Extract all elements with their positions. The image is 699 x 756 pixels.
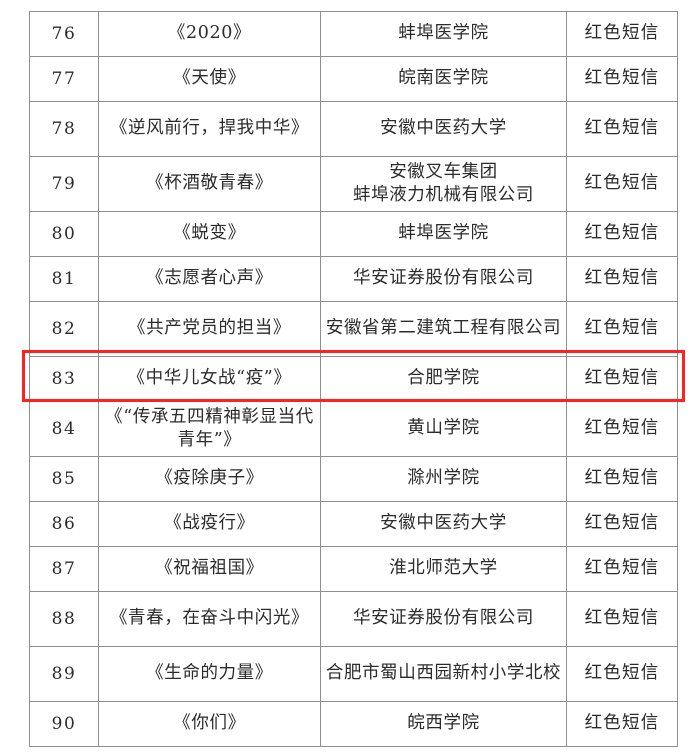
cell-title: 《共产党员的担当》 xyxy=(98,301,321,357)
table-row: 80 《蜕变》 蚌埠医学院 红色短信 xyxy=(29,211,678,257)
cell-title: 《生命的力量》 xyxy=(98,646,321,702)
cell-index: 85 xyxy=(29,456,99,502)
cell-category: 红色短信 xyxy=(566,211,678,257)
cell-category: 红色短信 xyxy=(566,646,678,702)
cell-title: 《青春，在奋斗中闪光》 xyxy=(98,591,321,647)
cell-org: 淮北师范大学 xyxy=(320,546,567,592)
cell-org: 皖西学院 xyxy=(320,701,567,747)
cell-category: 红色短信 xyxy=(566,56,678,102)
cell-title: 《杯酒敬青春》 xyxy=(98,156,321,212)
cell-category: 红色短信 xyxy=(566,11,678,57)
table-row: 78 《逆风前行，捍我中华》 安徽中医药大学 红色短信 xyxy=(29,101,678,157)
cell-title: 《你们》 xyxy=(98,701,321,747)
cell-category: 红色短信 xyxy=(566,301,678,357)
cell-title: 《2020》 xyxy=(98,11,321,57)
table-row: 84 《“传承五四精神彰显当代青年”》 黄山学院 红色短信 xyxy=(29,401,678,457)
cell-title: 《逆风前行，捍我中华》 xyxy=(98,101,321,157)
cell-category: 红色短信 xyxy=(566,501,678,547)
table-row: 76 《2020》 蚌埠医学院 红色短信 xyxy=(29,11,678,57)
cell-category: 红色短信 xyxy=(566,401,678,457)
cell-index: 86 xyxy=(29,501,99,547)
table-row: 81 《志愿者心声》 华安证券股份有限公司 红色短信 xyxy=(29,256,678,302)
cell-index: 78 xyxy=(29,101,99,157)
table-row: 88 《青春，在奋斗中闪光》 华安证券股份有限公司 红色短信 xyxy=(29,591,678,647)
cell-category: 红色短信 xyxy=(566,156,678,212)
cell-title: 《“传承五四精神彰显当代青年”》 xyxy=(98,401,321,457)
cell-category: 红色短信 xyxy=(566,546,678,592)
cell-category: 红色短信 xyxy=(566,456,678,502)
cell-index: 88 xyxy=(29,591,99,647)
cell-index: 89 xyxy=(29,646,99,702)
cell-index: 80 xyxy=(29,211,99,257)
cell-index: 81 xyxy=(29,256,99,302)
cell-org: 皖南医学院 xyxy=(320,56,567,102)
table-row: 90 《你们》 皖西学院 红色短信 xyxy=(29,701,678,747)
table-row: 85 《疫除庚子》 滁州学院 红色短信 xyxy=(29,456,678,502)
cell-title: 《志愿者心声》 xyxy=(98,256,321,302)
cell-title: 《祝福祖国》 xyxy=(98,546,321,592)
table-row: 87 《祝福祖国》 淮北师范大学 红色短信 xyxy=(29,546,678,592)
cell-title: 《疫除庚子》 xyxy=(98,456,321,502)
cell-category: 红色短信 xyxy=(566,101,678,157)
table-row: 83 《中华儿女战“疫”》 合肥学院 红色短信 xyxy=(29,356,678,402)
cell-org: 华安证券股份有限公司 xyxy=(320,256,567,302)
cell-title: 《战疫行》 xyxy=(98,501,321,547)
cell-org: 合肥市蜀山西园新村小学北校 xyxy=(320,646,567,702)
cell-org: 安徽中医药大学 xyxy=(320,101,567,157)
table-row: 86 《战疫行》 安徽中医药大学 红色短信 xyxy=(29,501,678,547)
table-row: 79 《杯酒敬青春》 安徽叉车集团 蚌埠液力机械有限公司 红色短信 xyxy=(29,156,678,212)
cell-category: 红色短信 xyxy=(566,356,678,402)
table-body: 76 《2020》 蚌埠医学院 红色短信 77 《天使》 皖南医学院 红色短信 78 《逆风前行，… xyxy=(29,11,678,747)
cell-index: 83 xyxy=(29,356,99,402)
table-row: 77 《天使》 皖南医学院 红色短信 xyxy=(29,56,678,102)
cell-index: 87 xyxy=(29,546,99,592)
cell-org: 蚌埠医学院 xyxy=(320,11,567,57)
cell-title: 《蜕变》 xyxy=(98,211,321,257)
cell-index: 79 xyxy=(29,156,99,212)
cell-org: 安徽中医药大学 xyxy=(320,501,567,547)
cell-org: 蚌埠医学院 xyxy=(320,211,567,257)
table-row: 89 《生命的力量》 合肥市蜀山西园新村小学北校 红色短信 xyxy=(29,646,678,702)
cell-org: 安徽叉车集团 蚌埠液力机械有限公司 xyxy=(320,156,567,212)
cell-index: 84 xyxy=(29,401,99,457)
cell-org: 滁州学院 xyxy=(320,456,567,502)
cell-category: 红色短信 xyxy=(566,701,678,747)
cell-org: 黄山学院 xyxy=(320,401,567,457)
cell-category: 红色短信 xyxy=(566,591,678,647)
cell-index: 90 xyxy=(29,701,99,747)
table-row: 82 《共产党员的担当》 安徽省第二建筑工程有限公司 红色短信 xyxy=(29,301,678,357)
cell-org: 华安证券股份有限公司 xyxy=(320,591,567,647)
award-list-table: 76 《2020》 蚌埠医学院 红色短信 77 《天使》 皖南医学院 红色短信 78 《逆风前行，… xyxy=(29,11,678,747)
cell-index: 76 xyxy=(29,11,99,57)
cell-title: 《天使》 xyxy=(98,56,321,102)
cell-category: 红色短信 xyxy=(566,256,678,302)
cell-index: 82 xyxy=(29,301,99,357)
cell-title: 《中华儿女战“疫”》 xyxy=(98,356,321,402)
cell-org: 合肥学院 xyxy=(320,356,567,402)
cell-org: 安徽省第二建筑工程有限公司 xyxy=(320,301,567,357)
cell-index: 77 xyxy=(29,56,99,102)
